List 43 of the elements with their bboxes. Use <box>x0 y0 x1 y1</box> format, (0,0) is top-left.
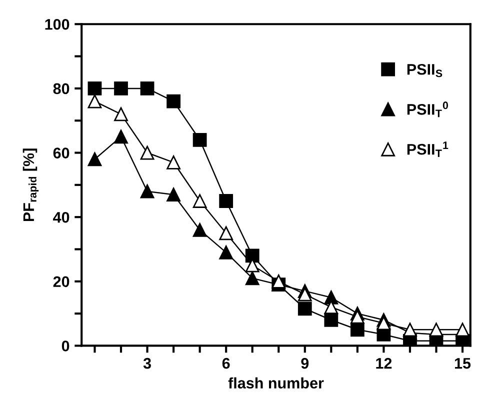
x-tick-label: 12 <box>376 358 392 369</box>
point <box>456 322 470 337</box>
point <box>140 81 154 96</box>
point <box>245 248 260 263</box>
point <box>140 146 154 160</box>
point <box>219 194 234 208</box>
x-tick-label: 6 <box>222 358 230 369</box>
point <box>166 155 180 170</box>
point <box>298 302 312 316</box>
point <box>192 223 207 237</box>
y-tick-label: 20 <box>53 276 70 288</box>
point <box>219 246 234 260</box>
x-tick-label: 9 <box>301 358 309 369</box>
y-tick-label: 0 <box>62 340 70 352</box>
legend-label: PSII$_{S}$ <box>407 64 442 78</box>
legend-label: PSII$_{T}$$^{0}$ <box>407 102 448 118</box>
x-tick-label: 3 <box>143 358 151 369</box>
y-tick-label: 60 <box>53 148 70 158</box>
point <box>245 271 260 286</box>
point <box>114 81 128 96</box>
point <box>88 94 102 108</box>
point <box>166 188 180 202</box>
point <box>429 322 444 337</box>
point <box>88 152 102 166</box>
point <box>114 107 128 122</box>
point <box>272 274 286 288</box>
point <box>403 322 417 337</box>
point <box>88 81 102 96</box>
point <box>192 132 207 147</box>
y-tick-label: 80 <box>53 83 70 94</box>
y-tick-label: 40 <box>53 212 70 223</box>
x-tick-label: 15 <box>454 358 471 369</box>
x-axis-title: flash number <box>228 377 324 389</box>
point <box>350 322 364 337</box>
y-axis-title: PF$_{rapid}$ [%] <box>22 148 39 222</box>
point <box>140 184 154 198</box>
legend-label: PSII$_{T}$$^{1}$ <box>407 142 448 158</box>
point <box>166 94 180 108</box>
point <box>114 130 128 144</box>
point <box>324 313 338 327</box>
y-tick-label: 100 <box>45 18 70 30</box>
point <box>192 194 207 208</box>
point <box>219 226 234 240</box>
